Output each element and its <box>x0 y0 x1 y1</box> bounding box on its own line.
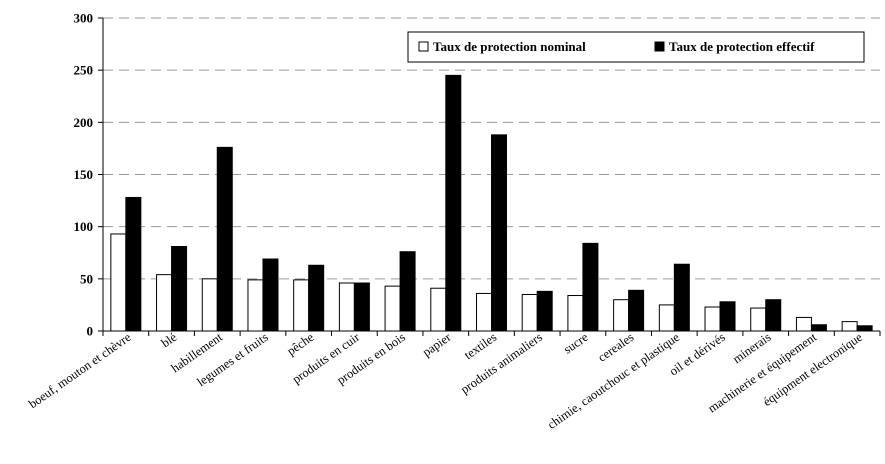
y-tick-labels: 0 50 100 150 200 250 300 <box>74 11 94 339</box>
x-category-label: sucre <box>561 330 591 357</box>
x-category-label: produits animaliers <box>458 330 545 397</box>
bar-effectif <box>491 134 507 332</box>
bar-effectif <box>353 282 370 332</box>
bar-nominal <box>430 287 447 332</box>
y-tick-label: 250 <box>74 63 94 78</box>
bar-nominal <box>521 293 538 332</box>
bar-effectif <box>856 325 873 332</box>
x-category-labels: boeuf, mouton et chèvre bléhabillementleg… <box>26 330 865 432</box>
bar-nominal <box>476 292 492 332</box>
legend-swatch-nominal <box>418 41 429 52</box>
bar-nominal <box>201 278 218 332</box>
bar-effectif <box>125 196 142 332</box>
bar-nominal <box>841 321 858 332</box>
bar-effectif <box>445 74 462 332</box>
bar-effectif <box>765 299 782 332</box>
legend-label-nominal: Taux de protection nominal <box>433 39 586 54</box>
x-category-label: papier <box>420 330 454 360</box>
bar-effectif <box>673 263 690 332</box>
x-category-label: textiles <box>462 330 500 362</box>
bar-effectif <box>582 242 599 332</box>
legend-swatch-effectif <box>654 41 665 52</box>
bar-effectif <box>399 251 416 332</box>
bar-nominal <box>795 316 812 332</box>
y-tick-label: 200 <box>74 115 94 130</box>
bar-nominal <box>658 304 675 332</box>
y-tick-label: 100 <box>74 219 94 234</box>
x-category-label: pêche <box>284 330 316 358</box>
y-tick-label: 150 <box>74 167 94 182</box>
bar-nominal <box>338 282 355 332</box>
bar-effectif <box>171 245 188 332</box>
bar-nominal <box>750 307 767 332</box>
bar-effectif <box>536 290 553 332</box>
legend: Taux de protection nominal Taux de protec… <box>407 31 865 63</box>
x-category-label: boeuf, mouton et chèvre <box>26 330 134 411</box>
y-tick-label: 300 <box>74 11 94 26</box>
x-category-label: blé <box>159 330 180 350</box>
y-tick-label: 0 <box>87 324 94 339</box>
legend-box <box>407 31 865 63</box>
bar-nominal <box>704 306 721 332</box>
y-tick-label: 50 <box>80 271 93 286</box>
bar-effectif <box>216 146 233 332</box>
bar-effectif <box>308 264 325 332</box>
bar-nominal <box>384 285 401 332</box>
bar-effectif <box>628 289 645 332</box>
axes <box>102 18 881 336</box>
bar-effectif <box>262 258 279 332</box>
bar-nominal <box>567 295 584 332</box>
bar-effectif <box>719 301 736 332</box>
bar-nominal <box>247 279 264 332</box>
bar-nominal <box>110 233 127 332</box>
bar-nominal <box>293 279 310 332</box>
bar-nominal <box>156 274 173 332</box>
x-category-label: cereales <box>595 330 636 365</box>
bars <box>110 74 873 332</box>
bar-nominal <box>613 299 630 332</box>
legend-label-effectif: Taux de protection effectif <box>669 39 815 54</box>
bar-effectif <box>810 324 827 332</box>
